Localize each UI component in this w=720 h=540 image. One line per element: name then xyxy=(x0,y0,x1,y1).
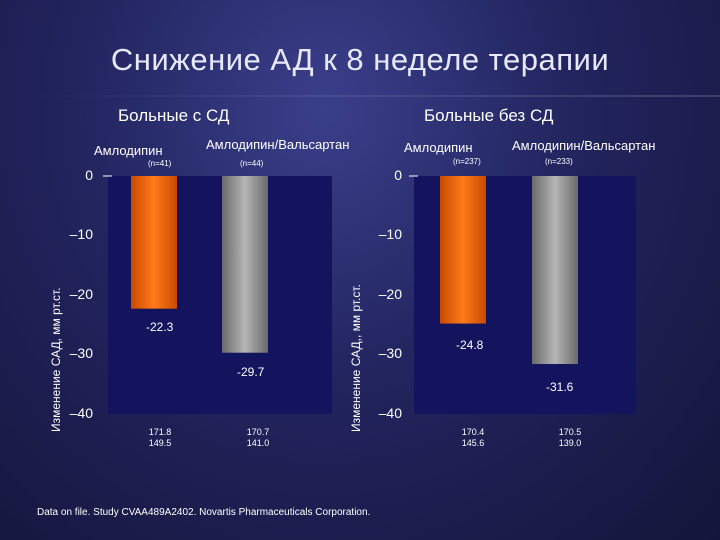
chart2-n-1: (n=237) xyxy=(453,157,481,166)
chart1-baseline-2: 170.7 141.0 xyxy=(243,427,273,449)
chart1-title: Больные с СД xyxy=(118,106,230,125)
chart1-bar-1 xyxy=(131,176,177,309)
chart1-ytick: –20 xyxy=(69,286,93,302)
chart2-ytick: –10 xyxy=(378,226,402,242)
baseline-value: 171.8 xyxy=(148,427,172,437)
chart2-bar-1 xyxy=(440,176,486,324)
chart1-value-label: -22.3 xyxy=(146,320,174,334)
baseline-value: 170.5 xyxy=(558,427,582,437)
chart1-ytick: –30 xyxy=(69,345,93,361)
chart2-value-label: -31.6 xyxy=(546,380,574,394)
chart1-n-1: (n=41) xyxy=(148,159,172,168)
baseline-value: 170.4 xyxy=(461,427,485,437)
chart2-n-2: (n=233) xyxy=(545,157,573,166)
chart1-category-1: Амлодипин xyxy=(94,143,163,158)
chart1-ytick: –10 xyxy=(69,226,93,242)
baseline-value: 141.0 xyxy=(246,438,270,448)
chart2-ytick: –40 xyxy=(378,405,402,421)
chart1-ytick: –40 xyxy=(69,405,93,421)
baseline-value: 145.6 xyxy=(461,438,485,448)
baseline-value: 139.0 xyxy=(558,438,582,448)
chart1-ytick: 0 xyxy=(85,167,93,183)
title-divider xyxy=(0,95,720,97)
chart1-n-2: (n=44) xyxy=(240,159,264,168)
chart2-bar-2 xyxy=(532,176,578,365)
chart1-bar-2 xyxy=(222,176,268,353)
chart1-baseline-1: 171.8 149.5 xyxy=(145,427,175,449)
footnote: Data on file. Study CVAA489A2402. Novart… xyxy=(37,507,371,518)
chart2-title: Больные без СД xyxy=(424,106,554,125)
chart2-ytick: 0 xyxy=(394,167,402,183)
chart2-ytick: –30 xyxy=(378,345,402,361)
chart2-category-1: Амлодипин xyxy=(404,140,473,155)
baseline-value: 170.7 xyxy=(246,427,270,437)
chart2-value-label: -24.8 xyxy=(456,338,484,352)
baseline-value: 149.5 xyxy=(148,438,172,448)
chart2-baseline-1: 170.4 145.6 xyxy=(458,427,488,449)
chart2-category-2: Амлодипин/Вальсартан xyxy=(512,138,656,153)
chart2-ytick: –20 xyxy=(378,286,402,302)
slide-title: Снижение АД к 8 неделе терапии xyxy=(110,42,610,77)
chart1-category-2: Амлодипин/Вальсартан xyxy=(206,137,350,152)
chart1-value-label: -29.7 xyxy=(237,365,265,379)
chart2-baseline-2: 170.5 139.0 xyxy=(555,427,585,449)
